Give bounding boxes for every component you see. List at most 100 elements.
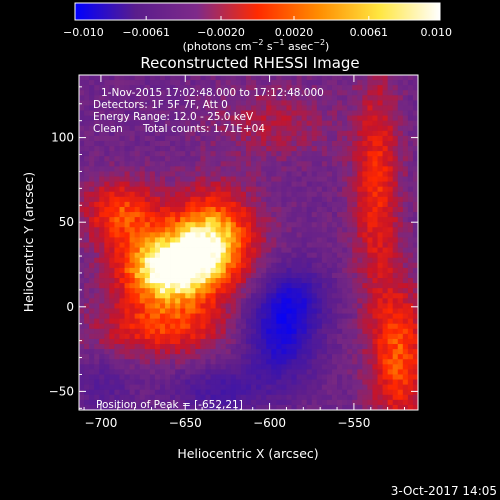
heatmap-cell [367, 146, 373, 152]
heatmap-cell [382, 379, 389, 386]
heatmap-cell [377, 227, 383, 233]
heatmap-cell [89, 201, 95, 208]
heatmap-cell [210, 247, 217, 254]
heatmap-cell [261, 318, 267, 325]
heatmap-cell [180, 156, 186, 162]
heatmap-cell [256, 308, 262, 314]
heatmap-cell [185, 181, 191, 188]
heatmap-cell [326, 217, 333, 223]
heatmap-cell [397, 232, 404, 238]
heatmap-cell [230, 171, 237, 177]
heatmap-cell [215, 100, 222, 106]
heatmap-cell [149, 206, 156, 213]
heatmap-cell [281, 176, 287, 182]
heatmap-cell [139, 369, 146, 375]
heatmap-cell [266, 404, 272, 410]
heatmap-cell [210, 303, 217, 309]
heatmap-cell [205, 333, 211, 340]
heatmap-cell [251, 156, 257, 162]
heatmap-cell [372, 293, 378, 299]
heatmap-cell [296, 252, 303, 259]
heatmap-cell [418, 359, 423, 364]
heatmap-cell [316, 130, 323, 137]
heatmap-cell [271, 257, 277, 264]
heatmap-cell [205, 278, 211, 284]
heatmap-cell [230, 283, 237, 289]
heatmap-cell [347, 181, 353, 188]
heatmap-cell [119, 227, 125, 233]
heatmap-cell [321, 75, 328, 81]
heatmap-cell [79, 201, 85, 208]
heatmap-cell [134, 181, 141, 188]
heatmap-cell [377, 90, 383, 96]
heatmap-cell [306, 318, 313, 325]
heatmap-cell [412, 146, 418, 152]
heatmap-cell [397, 171, 404, 177]
heatmap-cell [276, 75, 282, 81]
heatmap-cell [377, 171, 383, 177]
heatmap-cell [342, 237, 348, 243]
heatmap-cell [418, 329, 423, 334]
heatmap-cell [245, 125, 252, 132]
heatmap-cell [159, 151, 166, 157]
heatmap-cell [316, 344, 323, 350]
heatmap-cell [154, 161, 161, 167]
heatmap-cell [109, 293, 115, 299]
heatmap-cell [99, 201, 105, 208]
heatmap-cell [392, 201, 399, 208]
heatmap-cell [266, 262, 272, 269]
heatmap-cell [245, 156, 252, 162]
heatmap-cell [251, 196, 257, 203]
heatmap-cell [367, 217, 373, 223]
heatmap-cell [240, 323, 247, 330]
heatmap-cell [180, 100, 186, 106]
heatmap-cell [149, 379, 156, 386]
heatmap-cell [245, 191, 252, 198]
heatmap-cell [149, 252, 156, 259]
heatmap-cell [301, 262, 308, 269]
heatmap-cell [362, 135, 368, 142]
heatmap-cell [412, 404, 418, 410]
heatmap-cell [215, 288, 222, 294]
heatmap-cell [144, 120, 151, 127]
heatmap-cell [79, 212, 85, 218]
heatmap-cell [154, 394, 161, 401]
heatmap-cell [104, 384, 110, 391]
heatmap-cell [170, 201, 176, 208]
heatmap-cell [195, 298, 201, 304]
heatmap-cell [205, 283, 211, 289]
heatmap-cell [144, 176, 151, 182]
heatmap-cell [240, 171, 247, 177]
heatmap-cell [392, 278, 399, 284]
heatmap-cell [377, 359, 383, 365]
heatmap-cell [99, 293, 105, 299]
heatmap-cell [79, 278, 85, 284]
heatmap-cell [104, 105, 110, 111]
heatmap-cell [139, 156, 146, 162]
heatmap-cell [245, 298, 252, 304]
heatmap-cell [215, 359, 222, 365]
heatmap-cell [397, 369, 404, 375]
heatmap-cell [89, 389, 95, 396]
heatmap-cell [84, 308, 90, 314]
heatmap-cell [382, 75, 389, 81]
heatmap-cell [382, 364, 389, 370]
heatmap-cell [94, 242, 100, 248]
heatmap-cell [337, 80, 343, 86]
heatmap-cell [372, 196, 378, 203]
heatmap-cell [301, 288, 308, 294]
heatmap-cell [331, 267, 338, 274]
heatmap-cell [235, 232, 242, 238]
heatmap-cell [180, 278, 186, 284]
heatmap-cell [159, 262, 166, 269]
heatmap-cell [165, 100, 171, 106]
heatmap-cell [149, 359, 156, 365]
heatmap-cell [84, 389, 90, 396]
heatmap-cell [170, 166, 176, 172]
heatmap-cell [154, 389, 161, 396]
heatmap-cell [271, 191, 277, 198]
heatmap-cell [296, 389, 303, 396]
heatmap-cell [175, 130, 181, 137]
heatmap-cell [251, 90, 257, 96]
heatmap-cell [245, 359, 252, 365]
